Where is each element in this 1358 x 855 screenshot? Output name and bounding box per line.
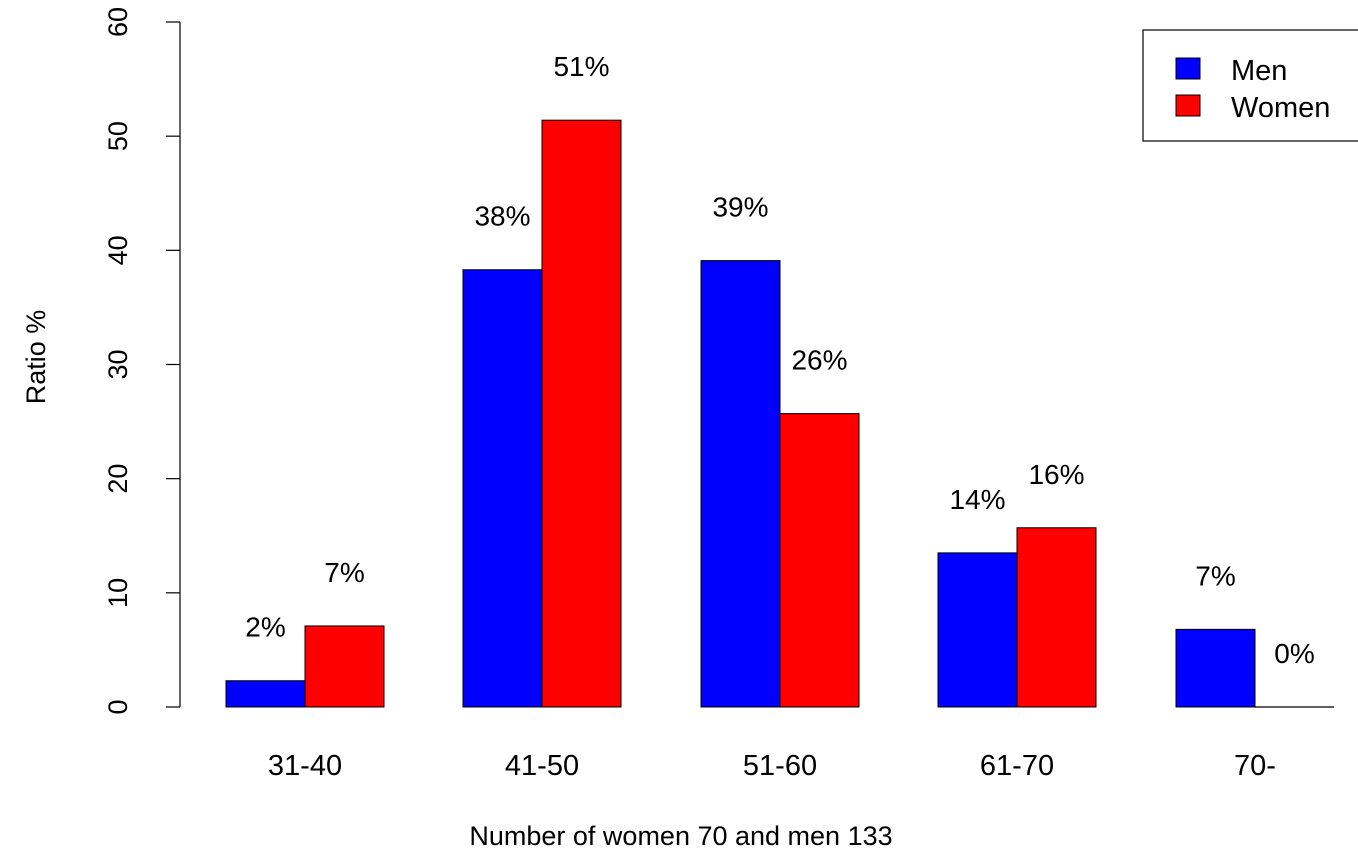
bar-men-31-40 [225,680,306,708]
x-category-label: 51-60 [743,750,817,782]
bar-men-70- [1175,628,1256,708]
data-label: 2% [245,612,285,643]
y-tick-label: 10 [103,578,133,608]
legend: Men Women [1142,29,1358,142]
data-label: 7% [324,557,364,588]
bar-men-41-50 [462,269,543,708]
y-tick-label: 30 [103,349,133,379]
x-axis-title: Number of women 70 and men 133 [469,821,892,851]
y-tick-label: 50 [103,121,133,151]
legend-label-men: Men [1231,55,1287,87]
x-category-label: 61-70 [980,750,1054,782]
bar-women-51-60 [779,413,860,708]
y-tick-label: 60 [103,7,133,37]
legend-swatch-men [1175,57,1201,80]
y-axis-title: Ratio % [21,310,51,405]
bars [225,119,1334,708]
bar-women-31-40 [304,625,385,708]
data-label: 26% [791,345,847,376]
data-label: 0% [1274,638,1314,669]
x-category-label: 70- [1234,750,1276,782]
data-label: 38% [474,201,530,232]
y-tick-label: 20 [103,464,133,494]
data-label: 7% [1195,560,1235,591]
bar-men-51-60 [700,260,781,708]
bar-women-61-70 [1016,527,1097,708]
x-category-label: 41-50 [505,750,579,782]
legend-label-women: Women [1231,92,1330,124]
y-axis: 0 10 20 30 40 50 60 [103,7,181,715]
data-labels: 2% 38% 39% 14% 7% 7% 51% 26% 16% 0% [245,51,1314,669]
bar-women-41-50 [541,119,622,708]
bar-men-61-70 [937,552,1018,708]
data-label: 16% [1028,459,1084,490]
x-category-label: 31-40 [268,750,342,782]
y-tick-label: 40 [103,235,133,265]
legend-swatch-women [1175,94,1201,117]
data-label: 51% [553,51,609,82]
data-label: 39% [712,192,768,223]
y-tick-label: 0 [103,699,133,714]
x-axis-category-labels: 31-40 41-50 51-60 61-70 70- [268,750,1276,782]
data-label: 14% [949,484,1005,515]
legend-box [1142,29,1358,142]
